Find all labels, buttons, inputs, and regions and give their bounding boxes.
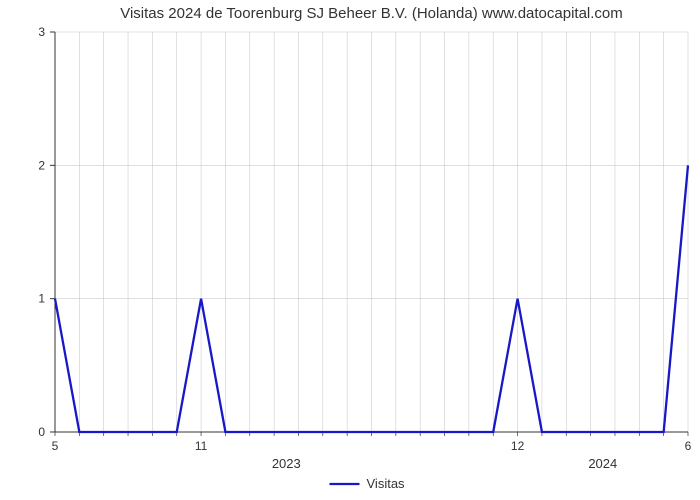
x-tick-label: 11 [195, 439, 208, 453]
x-year-label: 2024 [588, 456, 617, 471]
x-tick-label: 5 [52, 439, 59, 453]
x-tick-label: 6 [685, 439, 692, 453]
y-tick-label: 2 [38, 158, 45, 172]
legend-label: Visitas [367, 476, 406, 491]
x-year-label: 2023 [272, 456, 301, 471]
y-tick-label: 0 [38, 425, 45, 439]
y-tick-label: 1 [38, 292, 45, 306]
y-tick-label: 3 [38, 25, 45, 39]
chart-svg: Visitas 2024 de Toorenburg SJ Beheer B.V… [0, 0, 700, 500]
visits-chart: Visitas 2024 de Toorenburg SJ Beheer B.V… [0, 0, 700, 500]
chart-title: Visitas 2024 de Toorenburg SJ Beheer B.V… [120, 5, 623, 22]
x-tick-label: 12 [511, 439, 525, 453]
